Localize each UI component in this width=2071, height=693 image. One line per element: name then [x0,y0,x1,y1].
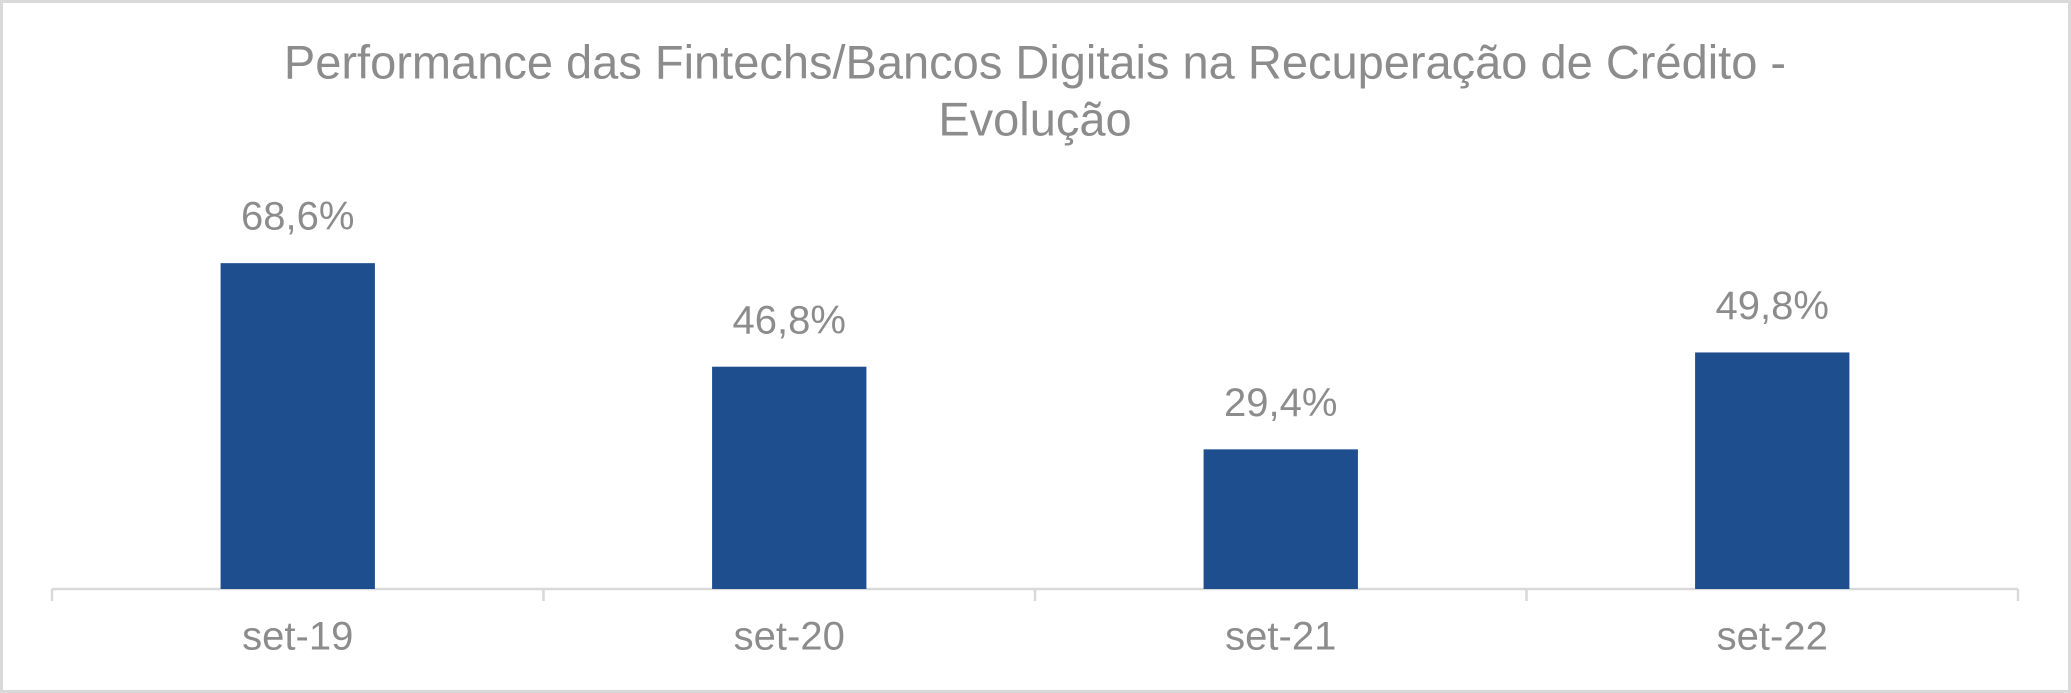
data-label: 68,6% [241,195,354,239]
bar [1203,449,1358,589]
x-tick-label: set-22 [1717,615,1828,659]
chart-title: Performance das Fintechs/Bancos Digitais… [284,35,1786,88]
x-tick-label: set-19 [242,615,353,659]
chart-title: Evolução [938,92,1131,145]
bar [712,366,867,589]
x-tick-label: set-21 [1225,615,1336,659]
bar [1695,352,1850,589]
bar [220,263,375,589]
data-label: 49,8% [1716,284,1829,328]
x-tick-label: set-20 [734,615,845,659]
data-label: 29,4% [1224,381,1337,425]
data-label: 46,8% [733,298,846,342]
